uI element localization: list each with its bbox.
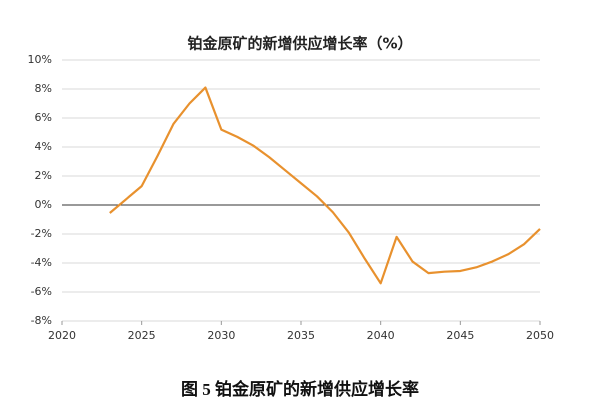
y-tick-label: -6% [31, 285, 52, 298]
chart-title: 铂金原矿的新增供应增长率（%） [187, 35, 412, 53]
y-tick-label: 2% [35, 169, 52, 182]
y-tick-label: 0% [35, 198, 52, 211]
caption: 图 5 铂金原矿的新增供应增长率 [181, 379, 419, 399]
y-tick-label: 10% [28, 53, 52, 66]
x-tick-label: 2050 [526, 329, 554, 342]
y-tick-label: 8% [35, 82, 52, 95]
data-line [109, 86, 541, 285]
y-tick-label: 4% [35, 140, 52, 153]
x-tick-label: 2030 [207, 329, 235, 342]
x-tick-label: 2040 [367, 329, 395, 342]
y-tick-label: -4% [31, 256, 52, 269]
x-tick-label: 2020 [48, 329, 76, 342]
x-tick-label: 2025 [128, 329, 156, 342]
x-tick-label: 2035 [287, 329, 315, 342]
y-tick-label: -2% [31, 227, 52, 240]
y-tick-label: 6% [35, 111, 52, 124]
y-tick-label: -8% [31, 314, 52, 327]
x-tick-label: 2045 [446, 329, 474, 342]
